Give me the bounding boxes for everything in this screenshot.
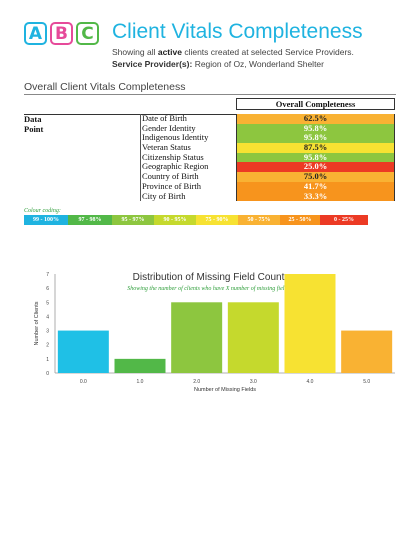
data-point-name: Province of Birth xyxy=(140,181,238,192)
report-description: Showing all active clients created at se… xyxy=(112,47,354,57)
table-row: Veteran Status 87.5% xyxy=(140,142,395,153)
column-header-overall: Overall Completeness xyxy=(236,98,395,110)
data-point-name: Veteran Status xyxy=(140,142,238,153)
table-row: Date of Birth 62.5% xyxy=(140,113,395,124)
completeness-value: 87.5% xyxy=(236,142,395,153)
colour-coding-label: Colour coding: xyxy=(24,208,61,214)
x-axis-label: Number of Missing Fields xyxy=(194,387,256,393)
completeness-value: 41.7% xyxy=(236,181,395,192)
missing-field-chart: 0 1 2 3 4 5 6 7 0.0 1.0 2.0 3.0 4.0 5.0 Number of Miss… xyxy=(34,272,395,393)
section-divider xyxy=(24,94,396,95)
y-tick-label: 7 xyxy=(46,272,49,278)
section-title: Overall Client Vitals Completeness xyxy=(24,81,186,93)
table-row: Geographic Region 25.0% xyxy=(140,162,395,173)
legend-range: 25 - 50% xyxy=(280,215,320,225)
x-tick-label: 4.0 xyxy=(307,379,314,385)
logo-letter-b: B xyxy=(50,22,73,45)
table-row: Country of Birth 75.0% xyxy=(140,171,395,182)
y-tick-label: 0 xyxy=(46,371,49,377)
legend-range: 97 - 98% xyxy=(68,215,112,225)
chart-title: Distribution of Missing Field Count xyxy=(132,272,285,283)
legend-range: 0 - 25% xyxy=(320,215,368,225)
colour-coding-legend: 99 - 100% 97 - 98% 95 - 97% 90 - 95% 75 - 90… xyxy=(24,215,368,225)
y-axis-label: Number of Clients xyxy=(34,301,40,345)
legend-range: 95 - 97% xyxy=(112,215,154,225)
data-point-name: Country of Birth xyxy=(140,171,238,182)
y-tick-label: 3 xyxy=(46,329,49,335)
completeness-value: 25.0% xyxy=(236,162,395,173)
y-tick-label: 4 xyxy=(46,314,49,320)
data-point-header: Data Point xyxy=(24,114,44,134)
y-tick-label: 2 xyxy=(46,343,49,349)
data-point-name: Indigenous Identity xyxy=(140,133,238,144)
data-point-name: Date of Birth xyxy=(140,113,238,124)
table-row: Citizenship Status 95.8% xyxy=(140,152,395,163)
y-tick-label: 5 xyxy=(46,300,49,306)
legend-range: 99 - 100% xyxy=(24,215,68,225)
table-rows: Date of Birth 62.5% Gender Identity 95.8% In… xyxy=(140,113,395,202)
x-tick-label: 5.0 xyxy=(363,379,370,385)
data-point-name: Citizenship Status xyxy=(140,152,238,163)
logo-letter-a: A xyxy=(24,22,47,45)
table-row: Province of Birth 41.7% xyxy=(140,181,395,192)
completeness-value: 75.0% xyxy=(236,171,395,182)
data-point-name: City of Birth xyxy=(140,191,238,202)
completeness-value: 95.8% xyxy=(236,123,395,134)
description-active: active xyxy=(157,47,182,57)
chart-subtitle: Showing the number of clients who have X… xyxy=(127,286,290,292)
service-providers-value: Region of Oz, Wonderland Shelter xyxy=(192,59,324,69)
page-title: Client Vitals Completeness xyxy=(112,20,363,43)
service-providers-line: Service Provider(s): Region of Oz, Wonde… xyxy=(112,59,324,69)
x-tick-label: 2.0 xyxy=(193,379,200,385)
completeness-value: 95.8% xyxy=(236,152,395,163)
bar-2.0 xyxy=(171,302,223,373)
completeness-value: 62.5% xyxy=(236,113,395,124)
legend-range: 50 - 75% xyxy=(238,215,280,225)
description-suffix: clients created at selected Service Prov… xyxy=(181,47,354,57)
table-row: Indigenous Identity 95.8% xyxy=(140,133,395,144)
table-top-rule xyxy=(24,114,395,115)
description-prefix: Showing all xyxy=(112,47,158,57)
data-point-name: Geographic Region xyxy=(140,162,238,173)
logo-letter-c: C xyxy=(76,22,99,45)
x-tick-label: 1.0 xyxy=(137,379,144,385)
bar-1.0 xyxy=(114,358,166,373)
bar-4.0 xyxy=(284,274,336,373)
bar-0.0 xyxy=(57,330,109,373)
bar-5.0 xyxy=(341,330,393,373)
y-tick-label: 6 xyxy=(46,286,49,292)
legend-range: 75 - 90% xyxy=(196,215,238,225)
service-providers-label: Service Provider(s): xyxy=(112,59,193,69)
bar-3.0 xyxy=(227,302,279,373)
abc-logo: A B C xyxy=(24,22,99,45)
legend-range: 90 - 95% xyxy=(154,215,196,225)
table-row: City of Birth 33.3% xyxy=(140,191,395,202)
y-tick-label: 1 xyxy=(46,357,49,363)
completeness-value: 33.3% xyxy=(236,191,395,202)
data-point-name: Gender Identity xyxy=(140,123,238,134)
x-tick-label: 3.0 xyxy=(250,379,257,385)
completeness-value: 95.8% xyxy=(236,133,395,144)
x-tick-label: 0.0 xyxy=(80,379,87,385)
table-row: Gender Identity 95.8% xyxy=(140,123,395,134)
